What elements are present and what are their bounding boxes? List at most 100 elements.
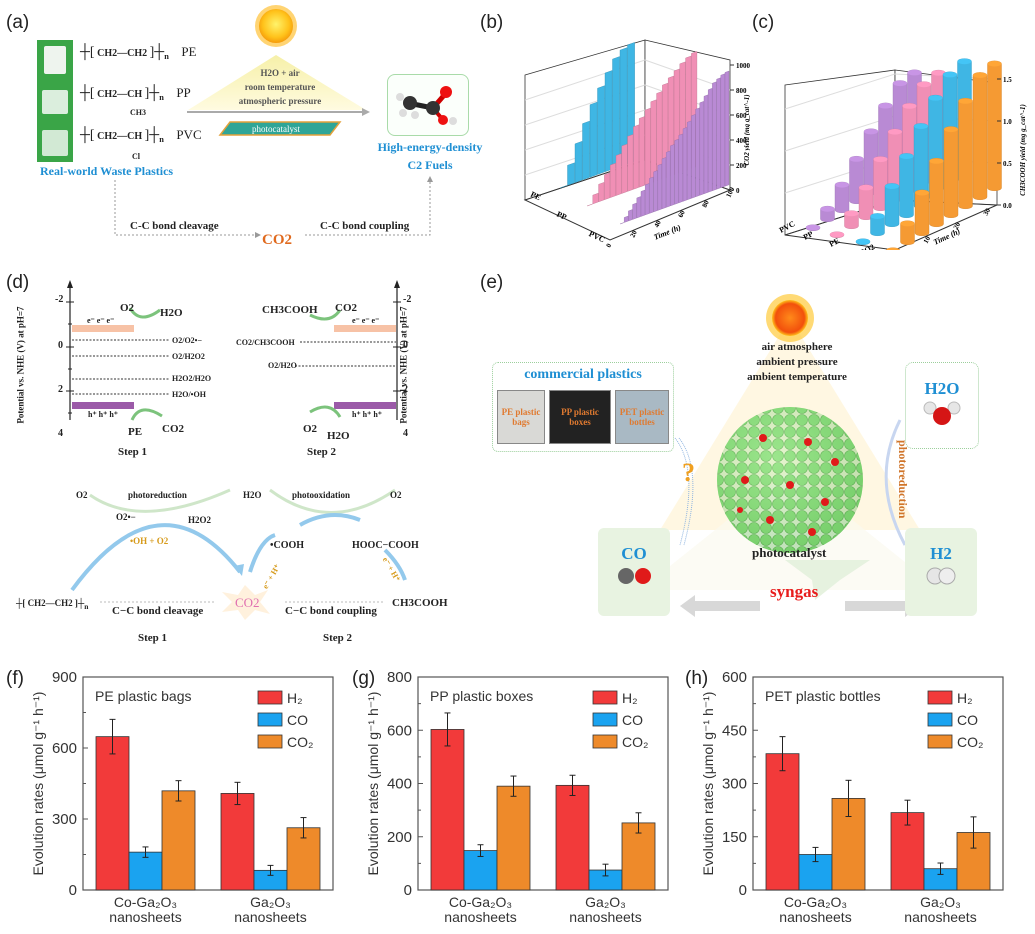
- category-label: PVC: [587, 229, 606, 244]
- x-category-label: nanosheets: [444, 909, 516, 925]
- category-label: PP: [802, 229, 815, 242]
- bar-pvc: [703, 94, 709, 195]
- oxidation-arrow-step2: [309, 405, 342, 418]
- valence-band-step2: [334, 402, 396, 409]
- scheme-o2-left: O2: [76, 490, 88, 500]
- commercial-plastics-box: commercial plastics PE plastic bags PP p…: [492, 362, 674, 452]
- y-tick-label: 800: [387, 669, 412, 686]
- level-label: O2/O2•−: [172, 336, 203, 345]
- acetic-acid-molecule-box: [387, 74, 469, 136]
- x-tick-label: 30: [982, 207, 993, 217]
- level-label: CO2/CH3COOH: [236, 338, 295, 347]
- x-category-label: nanosheets: [779, 909, 851, 925]
- panel-label-h: (h): [685, 668, 709, 689]
- x-tick-label: 40: [653, 219, 663, 229]
- formula-pp: ┼[ CH2—CH ]┼n PP: [80, 85, 191, 102]
- arrow-to-h2: [845, 595, 920, 617]
- step1-caption: Step 1: [118, 446, 148, 458]
- cylinder-pvc: [834, 181, 850, 213]
- step1-o2: O2: [120, 302, 135, 314]
- bar-pvc: [724, 70, 730, 187]
- acetic-acid-molecule-icon: [396, 86, 457, 125]
- legend-label: CO₂: [957, 734, 983, 750]
- y-tick-label: 600: [387, 722, 412, 739]
- y-tick-label: 150: [722, 829, 747, 846]
- bar-pe: [612, 56, 620, 170]
- z-tick-label: 1.0: [1003, 118, 1012, 126]
- cylinder-pp: [829, 231, 845, 238]
- h2-box: H2: [905, 528, 977, 616]
- reduction-arrow-step2: [309, 309, 342, 321]
- step2-ch3cooh: CH3COOH: [262, 304, 318, 316]
- bar-pp: [638, 116, 645, 188]
- tick-label: 4: [403, 428, 408, 439]
- step2-o2: O2: [303, 423, 318, 435]
- bar-pvc: [632, 202, 637, 220]
- bar-h: [220, 793, 255, 891]
- bar-pvc: [695, 107, 700, 198]
- scheme-o2-right: O2: [390, 490, 402, 500]
- bar-pvc: [653, 170, 658, 213]
- x-category-label: nanosheets: [109, 909, 181, 925]
- cylinder-pp: [858, 184, 874, 220]
- bar-pvc: [644, 183, 650, 216]
- formula-pe: ┼[ CH2—CH2 ]┼n PE: [80, 44, 197, 61]
- sun-icon: [766, 294, 814, 342]
- step1-pe: PE: [128, 426, 143, 438]
- scheme-pe-unit: ┼[ CH2—CH2 ]┼n: [16, 598, 89, 611]
- reaction-scheme: [70, 488, 407, 620]
- conduction-band-step1: [72, 325, 134, 332]
- photocatalyst-slab: [218, 121, 342, 136]
- chart-h-pet-bottles: 0 150 300 450 600 Evolution rates (μmol g⁻¹ h…: [700, 669, 1004, 925]
- legend-swatch: [257, 712, 283, 727]
- y-axis-label-left: Potential vs. NHE (V) at pH=7: [15, 306, 26, 424]
- syngas-scheme-graphic: [640, 294, 940, 617]
- y-tick-label: 300: [52, 811, 77, 828]
- x-tick-label: 10: [922, 235, 933, 245]
- co2-label: CO2: [262, 232, 292, 248]
- bar-pe: [604, 70, 613, 173]
- plastic-box-image: [42, 90, 68, 114]
- cylinder-co2: [900, 220, 915, 245]
- y-tick-label: 450: [722, 722, 747, 739]
- level-label: O2/H2O2: [172, 352, 205, 361]
- legend-swatch: [592, 712, 618, 727]
- cylinder-co2: [958, 98, 973, 209]
- bar-pp: [604, 172, 611, 201]
- bar-h: [430, 729, 465, 891]
- cleavage-arc-arrow: [70, 523, 242, 592]
- chart-title: PE plastic bags: [95, 688, 192, 704]
- z-tick-label: 800: [736, 87, 747, 95]
- bar-h: [765, 753, 800, 891]
- h2-label: H2: [930, 544, 952, 563]
- cylinder-pp: [873, 156, 888, 211]
- chart-g-pp-boxes: 0 200 400 600 800 Evolution rates (μmol g⁻¹ h…: [365, 669, 669, 925]
- tick-label: 0: [58, 340, 63, 351]
- photo-pet-bottles: PET plastic bottles: [615, 390, 669, 444]
- x-category-label: nanosheets: [569, 909, 641, 925]
- scheme-co2: CO2: [235, 595, 260, 610]
- e-conditions: air atmosphere ambient pressure ambient …: [747, 341, 847, 383]
- waste-plastics-photo-strip: [37, 40, 73, 162]
- bar-h: [95, 736, 130, 891]
- legend-swatch: [927, 734, 953, 749]
- grid-line: [784, 73, 896, 110]
- bar-pvc: [628, 209, 633, 222]
- bar-pp: [592, 192, 599, 205]
- bar-pvc: [682, 127, 688, 202]
- photocatalyst-label: photocatalyst: [252, 124, 300, 134]
- step2-caption: Step 2: [307, 446, 337, 458]
- y-tick-label: 200: [387, 829, 412, 846]
- bar-pvc: [699, 101, 704, 196]
- question-mark-icon: ?: [682, 458, 695, 487]
- x-category-label: Co-Ga₂O₃: [114, 894, 177, 910]
- x-tick-label: 0: [605, 242, 614, 249]
- legend-swatch: [592, 734, 618, 749]
- legend-label: H₂: [287, 690, 303, 706]
- bar-pvc: [665, 150, 671, 208]
- step2-electrons: e⁻ e⁻ e⁻: [352, 316, 380, 325]
- bar-pp: [615, 153, 622, 196]
- cleavage-label: C-C bond cleavage: [130, 220, 219, 232]
- plastic-bag-image: [44, 46, 66, 74]
